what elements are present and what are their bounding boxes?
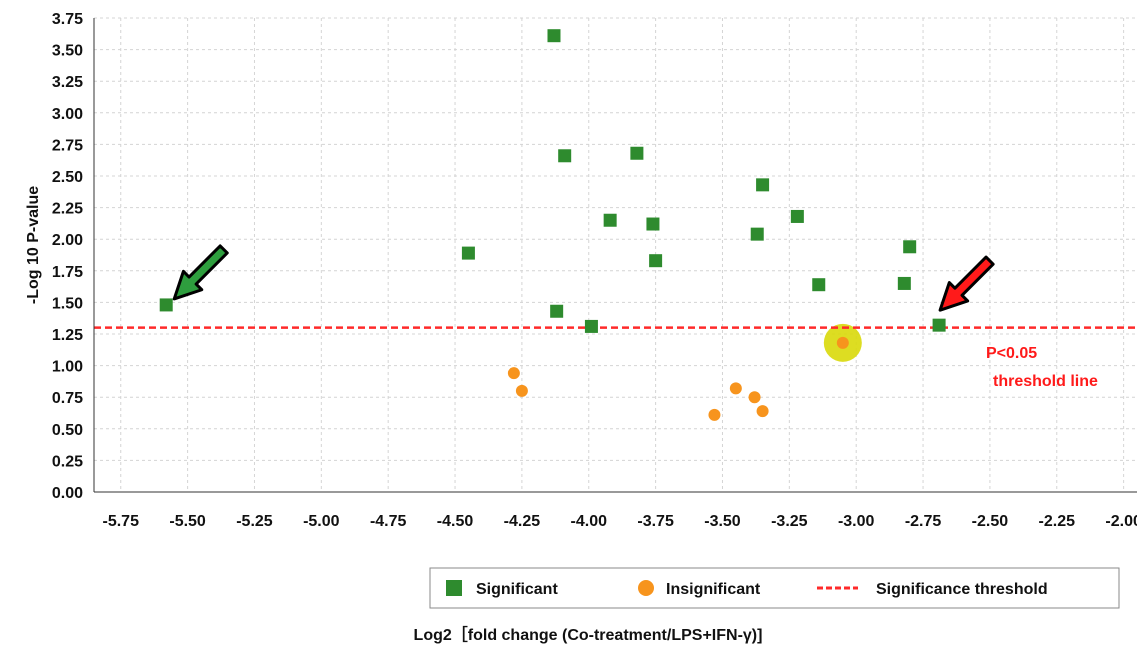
- arrows: [172, 244, 995, 312]
- x-tick-label: -4.25: [504, 513, 541, 530]
- x-tick-label: -5.25: [236, 513, 273, 530]
- green-arrow: [172, 244, 229, 301]
- significant-point: [547, 29, 561, 43]
- significant-point: [603, 213, 617, 227]
- y-tick-label: 2.75: [52, 137, 83, 154]
- insignificant-point: [515, 384, 528, 397]
- significant-point: [649, 254, 663, 268]
- x-tick-label: -2.25: [1039, 513, 1076, 530]
- legend-label-significant: Significant: [476, 581, 558, 598]
- data-points: [159, 29, 946, 421]
- y-tick-label: 1.50: [52, 295, 83, 312]
- insignificant-point: [748, 391, 761, 404]
- significant-point: [550, 304, 564, 318]
- x-tick-label: -4.00: [571, 513, 608, 530]
- legend-label-insignificant: Insignificant: [666, 581, 761, 598]
- axes: [93, 18, 1137, 493]
- x-tick-label: -2.75: [905, 513, 942, 530]
- y-axis-label: -Log 10 P-value: [25, 186, 42, 304]
- y-tick-label: 0.25: [52, 453, 83, 470]
- significant-point: [630, 146, 644, 160]
- y-tick-label: 0.75: [52, 390, 83, 407]
- legend-circle-marker: [638, 580, 654, 596]
- x-tick-label: -3.75: [637, 513, 674, 530]
- significant-point: [159, 298, 173, 312]
- legend-box: [429, 567, 1120, 609]
- y-tick-label: 1.75: [52, 264, 83, 281]
- significant-point: [750, 227, 764, 241]
- significant-point: [812, 278, 826, 292]
- legend-item-insignificant: Insignificant: [638, 580, 761, 598]
- y-tick-label: 3.00: [52, 106, 83, 123]
- significant-point: [646, 217, 660, 231]
- threshold-annotation-line1: P<0.05: [986, 345, 1037, 362]
- legend: Significant Insignificant Significance t…: [429, 567, 1120, 609]
- insignificant-point: [507, 367, 520, 380]
- x-tick-label: -4.50: [437, 513, 474, 530]
- x-tick-label: -3.25: [771, 513, 808, 530]
- legend-item-significant: Significant: [446, 580, 558, 598]
- y-tick-label: 2.50: [52, 169, 83, 186]
- significant-point: [461, 246, 475, 260]
- x-tick-label: -4.75: [370, 513, 407, 530]
- significant-point: [790, 209, 804, 223]
- significant-point: [903, 240, 917, 254]
- y-tick-label: 0.50: [52, 422, 83, 439]
- x-tick-label: -5.00: [303, 513, 340, 530]
- insignificant-point: [836, 336, 849, 349]
- significant-point: [558, 149, 572, 163]
- significant-point: [897, 276, 911, 290]
- legend-label-threshold: Significance threshold: [876, 581, 1048, 598]
- x-tick-label: -5.50: [169, 513, 206, 530]
- y-tick-labels: 0.00 0.25 0.50 0.75 1.00 1.25 1.50 1.75 2.00 2.25…: [52, 11, 83, 502]
- significant-point: [584, 319, 598, 333]
- y-tick-label: 3.50: [52, 43, 83, 60]
- x-tick-label: -5.75: [103, 513, 140, 530]
- y-tick-label: 3.75: [52, 11, 83, 28]
- insignificant-point: [729, 382, 742, 395]
- y-tick-label: 0.00: [52, 485, 83, 502]
- x-tick-label: -3.50: [704, 513, 741, 530]
- y-tick-label: 1.00: [52, 359, 83, 376]
- y-tick-label: 2.25: [52, 201, 83, 218]
- y-tick-label: 2.00: [52, 232, 83, 249]
- x-axis-label: Log2［fold change (Co-treatment/LPS+IFN-γ…: [414, 625, 763, 644]
- legend-item-threshold: Significance threshold: [817, 581, 1048, 598]
- x-tick-labels: -5.75 -5.50 -5.25 -5.00 -4.75 -4.50 -4.25 -4.00…: [103, 513, 1137, 530]
- legend-square-marker: [446, 580, 462, 596]
- red-arrow: [938, 255, 995, 312]
- x-tick-label: -2.50: [972, 513, 1009, 530]
- significant-point: [932, 318, 946, 332]
- insignificant-point: [708, 408, 721, 421]
- threshold-annotation-line2: threshold line: [993, 373, 1098, 390]
- grid: [94, 17, 1137, 492]
- insignificant-point: [756, 405, 769, 418]
- significant-point: [756, 178, 770, 192]
- x-tick-label: -2.00: [1105, 513, 1137, 530]
- y-tick-label: 1.25: [52, 327, 83, 344]
- y-tick-label: 3.25: [52, 74, 83, 91]
- x-tick-label: -3.00: [838, 513, 875, 530]
